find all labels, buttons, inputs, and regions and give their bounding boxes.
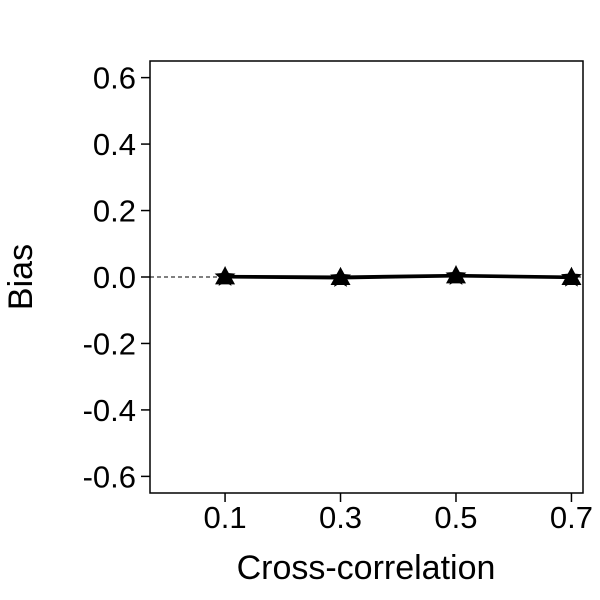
data-point-triangle [445,265,466,284]
x-axis-label: Cross-correlation [237,549,496,587]
data-point-triangle [330,267,351,285]
y-tick-label: 0.6 [93,61,136,96]
y-tick-label: -0.6 [83,459,136,494]
data-point-triangle [561,267,582,285]
y-tick-label: -0.4 [83,393,136,428]
y-axis: 0.6 0.4 0.2 0.0 -0.2 -0.4 -0.6 [83,61,150,494]
y-tick-label: 0.2 [93,194,136,229]
series-line [225,273,572,279]
x-tick-label: 0.7 [550,500,593,535]
y-tick-label: -0.2 [83,326,136,361]
x-tick-label: 0.3 [319,500,362,535]
y-axis-label: Bias [2,244,40,310]
data-point-triangle [215,266,236,285]
series-layer [214,265,582,287]
y-tick-label: 0.0 [93,260,136,295]
x-tick-label: 0.5 [434,500,477,535]
x-axis: 0.1 0.3 0.5 0.7 [203,493,593,535]
y-tick-label: 0.4 [93,127,136,162]
x-tick-label: 0.1 [203,500,246,535]
